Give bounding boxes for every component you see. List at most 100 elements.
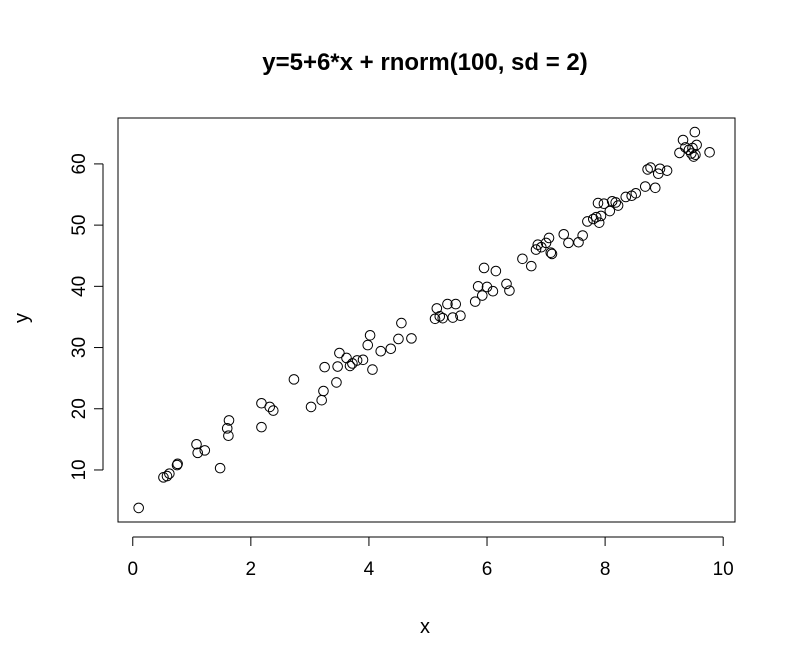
data-point — [221, 423, 233, 434]
data-point — [630, 187, 642, 199]
data-point — [469, 296, 481, 307]
data-point — [593, 217, 605, 228]
x-tick-label: 10 — [713, 559, 734, 580]
data-point — [598, 198, 610, 209]
y-tick-label: 10 — [69, 459, 90, 480]
y-tick-label: 60 — [69, 153, 90, 174]
data-point — [704, 146, 715, 158]
data-point — [264, 401, 276, 413]
data-point — [504, 285, 515, 296]
data-point — [487, 285, 499, 297]
data-point — [478, 262, 490, 274]
data-point — [517, 253, 528, 265]
data-point — [654, 163, 666, 175]
data-point — [161, 470, 173, 482]
data-point — [375, 345, 387, 357]
data-point — [406, 333, 417, 344]
data-point — [455, 310, 466, 322]
y-tick-label: 20 — [69, 398, 90, 419]
data-point — [344, 360, 356, 372]
data-point — [530, 244, 542, 255]
data-point — [526, 260, 537, 272]
data-point — [393, 333, 404, 345]
data-point — [612, 200, 624, 211]
data-point — [133, 502, 144, 514]
data-point — [318, 385, 329, 397]
data-point — [256, 421, 267, 433]
data-point — [357, 354, 369, 366]
data-point — [442, 298, 453, 310]
data-point — [316, 394, 327, 406]
data-point — [546, 248, 558, 260]
data-point — [545, 247, 557, 258]
x-tick-label: 6 — [482, 559, 493, 580]
data-point — [305, 401, 317, 413]
data-point — [490, 265, 502, 277]
x-tick-label: 8 — [600, 559, 611, 580]
data-point — [199, 445, 211, 456]
data-point — [191, 438, 202, 450]
x-axis-label: x — [420, 616, 430, 638]
data-point — [214, 462, 226, 474]
data-point — [332, 361, 343, 372]
data-points — [133, 126, 715, 514]
data-point — [590, 211, 602, 223]
data-point — [558, 229, 570, 240]
data-point — [680, 142, 691, 153]
data-point — [331, 377, 342, 388]
data-point — [192, 447, 204, 459]
data-point — [689, 126, 701, 138]
chart-title: y=5+6*x + rnorm(100, sd = 2) — [262, 49, 588, 76]
data-point — [223, 430, 234, 441]
data-point — [319, 361, 330, 373]
data-point — [563, 237, 574, 249]
data-point — [267, 405, 279, 416]
data-point — [223, 415, 235, 426]
data-point — [604, 205, 616, 217]
data-point — [674, 147, 685, 159]
x-tick-label: 0 — [127, 559, 138, 580]
y-axis: 10 20 30 40 50 60 — [69, 153, 104, 481]
data-point — [476, 290, 488, 301]
data-point — [595, 210, 607, 222]
data-point — [367, 364, 378, 375]
y-axis-label: y — [11, 313, 33, 323]
x-tick-label: 2 — [246, 559, 257, 580]
data-point — [334, 347, 345, 359]
data-point — [573, 236, 584, 248]
data-point — [362, 339, 374, 351]
data-point — [577, 230, 588, 241]
y-tick-label: 30 — [69, 337, 90, 358]
data-point — [164, 468, 175, 479]
data-point — [686, 148, 697, 159]
data-point — [639, 181, 651, 192]
data-point — [532, 239, 544, 251]
data-point — [677, 134, 689, 146]
data-point — [351, 355, 363, 366]
y-tick-label: 50 — [69, 215, 90, 236]
data-point — [501, 278, 512, 290]
data-point — [592, 197, 604, 209]
y-tick-label: 40 — [69, 276, 90, 297]
data-point — [472, 281, 484, 292]
data-point — [385, 343, 397, 355]
data-point — [172, 458, 183, 470]
data-point — [582, 216, 593, 227]
data-point — [642, 164, 653, 175]
data-point — [620, 191, 632, 203]
data-point — [396, 317, 407, 329]
data-point — [288, 374, 300, 385]
data-point — [661, 165, 673, 176]
x-axis: 0 2 4 6 8 10 — [127, 536, 734, 580]
data-point — [450, 298, 462, 310]
data-point — [587, 213, 599, 225]
data-point — [447, 312, 459, 323]
data-point — [434, 311, 446, 322]
x-tick-label: 4 — [364, 559, 375, 580]
data-point — [543, 232, 555, 244]
data-point — [610, 197, 622, 208]
data-point — [649, 182, 661, 194]
data-point — [688, 151, 699, 162]
data-point — [364, 330, 376, 341]
